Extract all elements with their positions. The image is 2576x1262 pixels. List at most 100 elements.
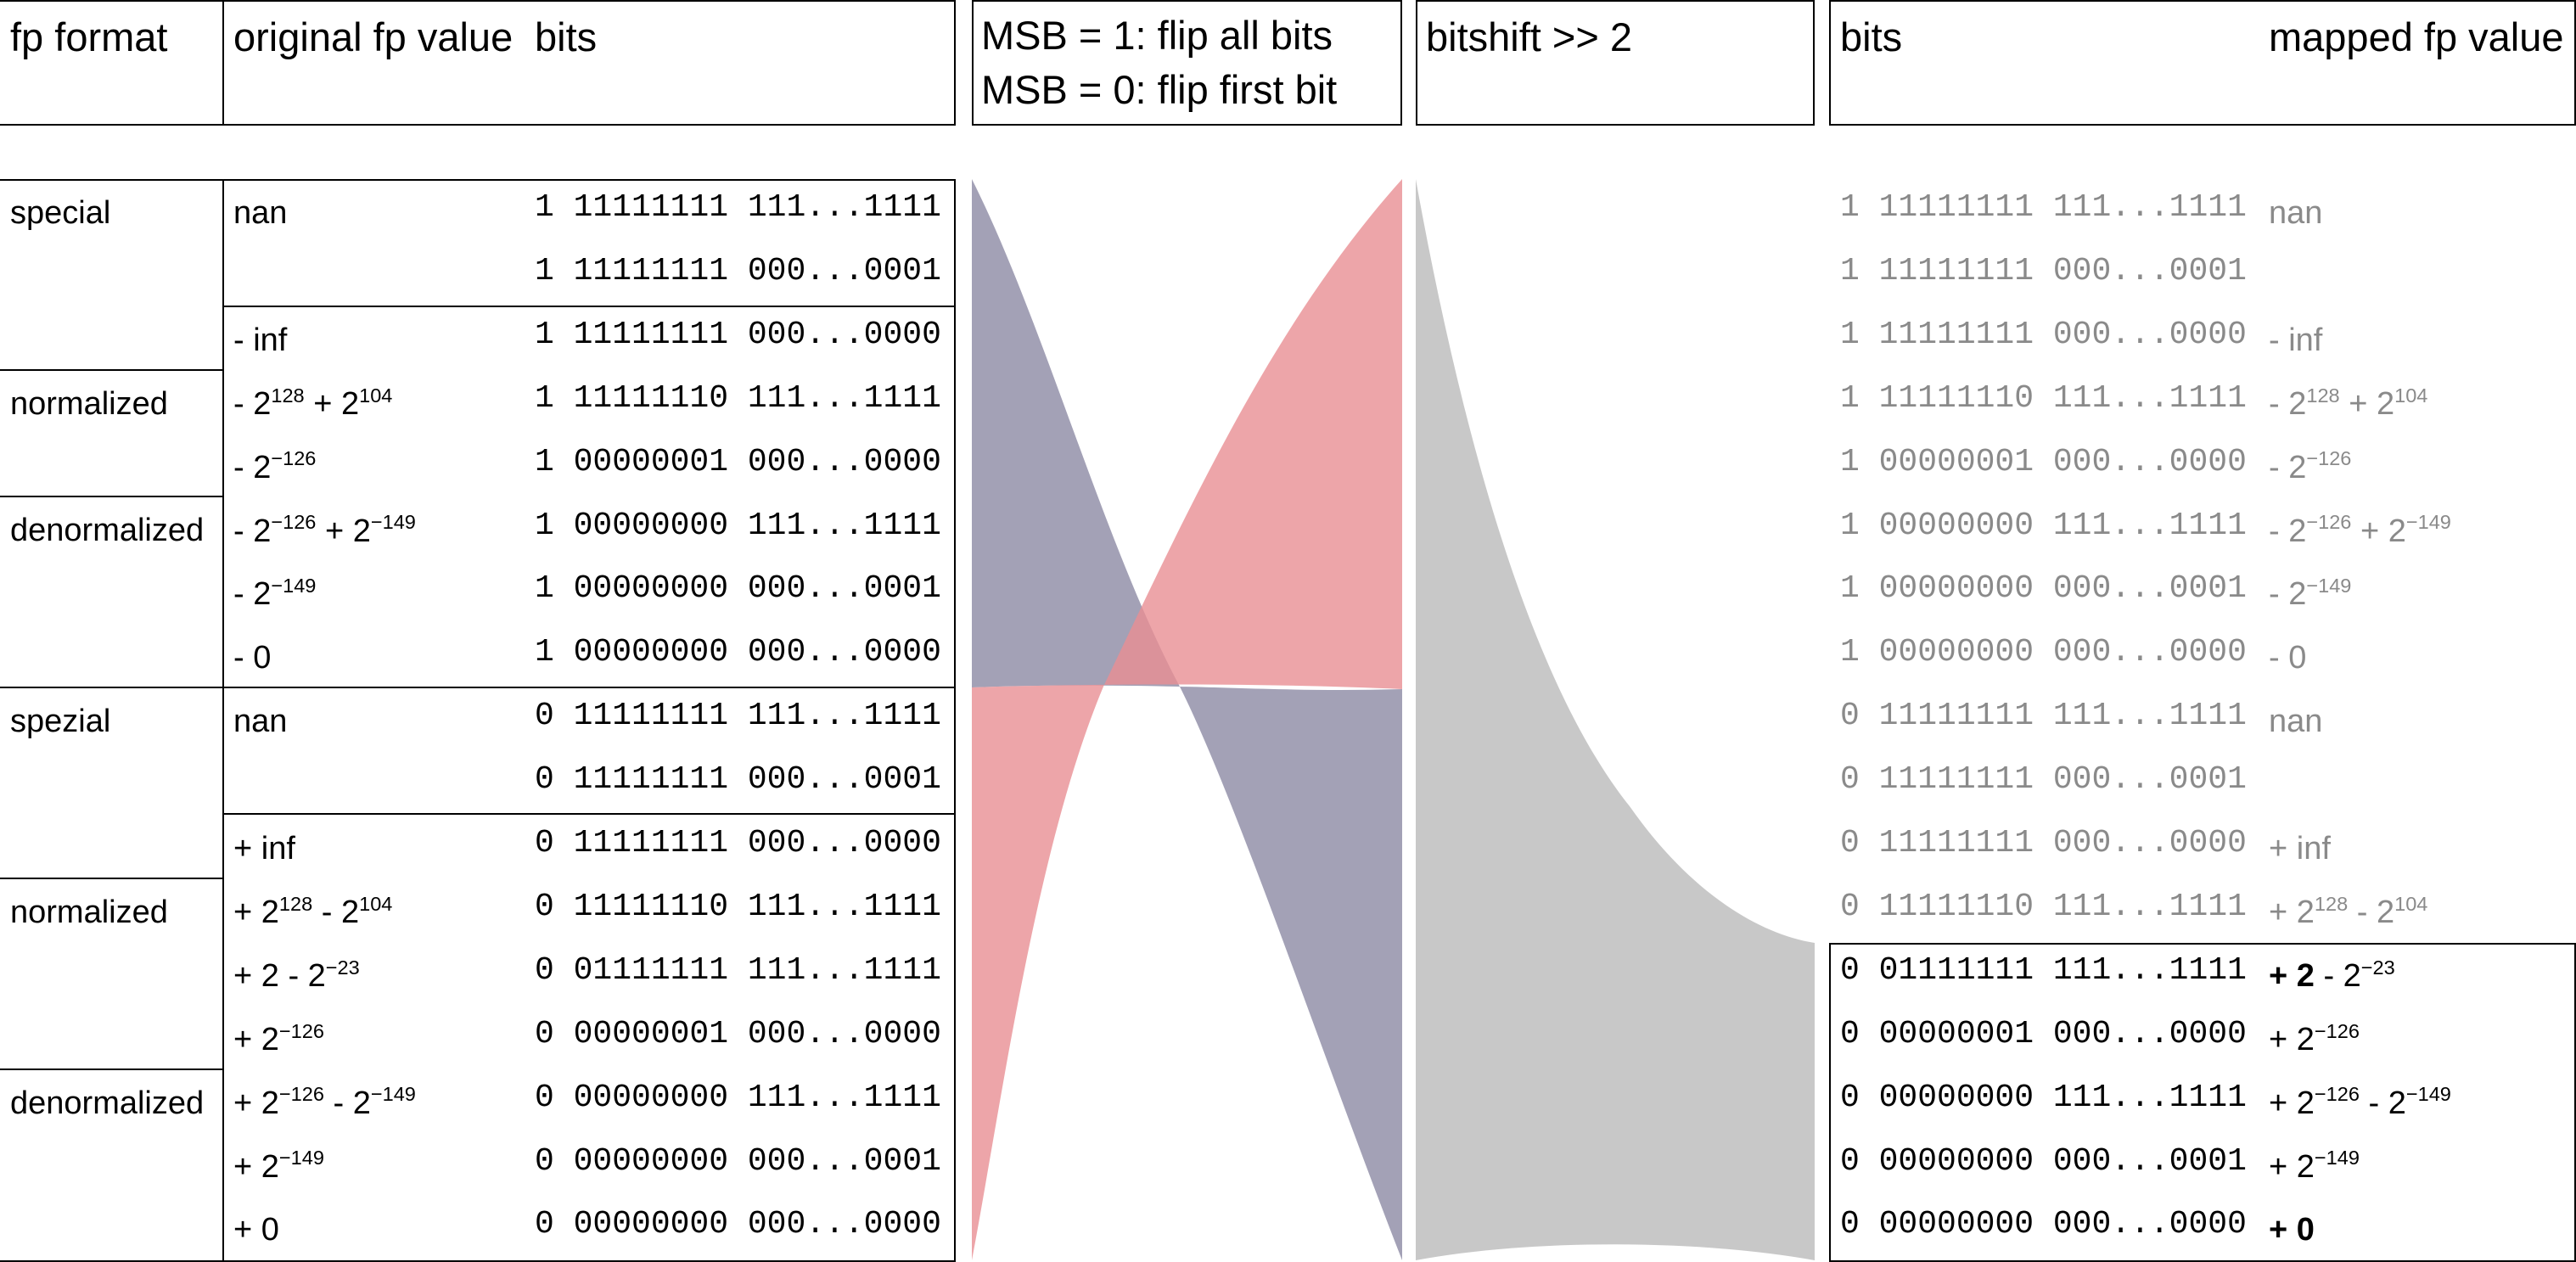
value-part: nan	[233, 195, 288, 231]
original-value: nan	[233, 705, 287, 738]
value-part: - 2	[2269, 576, 2307, 613]
ribbon-negative-flip-all	[972, 179, 1402, 1260]
original-bits: 1 00000000 111...1111	[535, 507, 941, 544]
value-exponent: 128	[271, 384, 305, 407]
mapped-value: + 2−126	[2269, 1021, 2360, 1056]
header-bitshift: bitshift >> 2	[1426, 14, 1632, 59]
value-exponent: −126	[2314, 1019, 2360, 1042]
value-exponent: 104	[359, 384, 393, 407]
header-box-original	[0, 0, 956, 126]
value-exponent: 128	[278, 892, 313, 915]
mapped-bits: 1 11111111 000...0000	[1840, 316, 2247, 353]
value-part: - 2	[2269, 385, 2307, 422]
value-part: + 2	[2269, 957, 2315, 994]
original-bits: 0 11111110 111...1111	[535, 888, 941, 925]
mapped-value: - inf	[2269, 324, 2322, 356]
format-label: normalized	[10, 386, 168, 422]
original-bits: 0 11111111 000...0001	[535, 761, 941, 799]
original-bits: 0 01111111 111...1111	[535, 951, 941, 989]
value-part: - 2	[2314, 957, 2361, 994]
value-exponent: −149	[2405, 511, 2451, 534]
format-divider	[0, 496, 223, 497]
header-box-bitshift	[1416, 0, 1815, 126]
value-exponent: −126	[2306, 511, 2352, 534]
value-exponent: −149	[370, 511, 416, 534]
value-part: + 2	[2351, 513, 2406, 549]
mapped-bits: 1 00000000 000...0000	[1840, 634, 2247, 671]
format-label: denormalized	[10, 513, 205, 548]
header-original-value: original fp value	[233, 14, 514, 59]
value-exponent: −126	[271, 447, 317, 470]
original-value: + 0	[233, 1214, 279, 1246]
original-value: - 2−126	[233, 449, 316, 484]
value-part: - 2	[2269, 449, 2307, 485]
value-divider	[222, 813, 956, 815]
value-exponent: 104	[2394, 892, 2428, 915]
value-part: - inf	[233, 322, 288, 358]
original-bits: 1 00000001 000...0000	[535, 443, 941, 480]
original-bits: 0 00000000 111...1111	[535, 1079, 941, 1116]
original-value: + 2−126 - 2−149	[233, 1085, 416, 1119]
mapped-bits: 0 11111110 111...1111	[1840, 888, 2247, 925]
original-bits: 0 11111111 000...0000	[535, 825, 941, 861]
original-bits: 1 11111111 000...0000	[535, 316, 941, 353]
value-exponent: −149	[2314, 1147, 2360, 1169]
original-value: nan	[233, 197, 287, 229]
value-exponent: −126	[2306, 447, 2352, 470]
value-part: + 2	[2269, 894, 2315, 930]
mapped-bits: 0 00000000 111...1111	[1840, 1079, 2247, 1116]
value-exponent: −23	[2360, 956, 2395, 979]
original-bits: 0 00000000 000...0000	[535, 1206, 941, 1243]
mapped-bits: 0 11111111 111...1111	[1840, 698, 2247, 735]
header-flip-line-1: MSB = 1: flip all bits	[981, 13, 1333, 58]
value-part: + 2	[316, 513, 371, 549]
original-value: - 2128 + 2104	[233, 385, 392, 422]
value-part: - 2	[2269, 513, 2307, 549]
mapped-value: nan	[2269, 197, 2322, 229]
mapped-bits: 0 00000001 000...0000	[1840, 1015, 2247, 1052]
original-value: - 0	[233, 642, 271, 674]
value-exponent: −149	[2405, 1083, 2451, 1106]
value-part: + 2	[233, 894, 279, 930]
original-bits: 0 00000001 000...0000	[535, 1015, 941, 1052]
value-part: - 2	[233, 513, 272, 549]
header-flip-line-2: MSB = 0: flip first bit	[981, 67, 1338, 112]
mapped-bits: 1 11111111 000...0001	[1840, 252, 2247, 289]
value-exponent: −149	[370, 1083, 416, 1106]
value-exponent: −149	[278, 1147, 324, 1169]
mapped-value: - 2−126	[2269, 449, 2351, 485]
mapped-value: + 2128 - 2104	[2269, 892, 2428, 930]
original-value: + 2−149	[233, 1148, 324, 1185]
value-part: + 2	[304, 385, 360, 422]
value-exponent: −126	[271, 511, 317, 534]
format-label: spezial	[10, 704, 111, 739]
value-part: + 2	[2269, 1085, 2315, 1121]
format-divider	[0, 687, 956, 688]
value-exponent: 128	[2314, 892, 2349, 915]
value-exponent: −126	[2314, 1083, 2360, 1106]
mapped-value: - 2−149	[2269, 575, 2351, 613]
original-value: + inf	[233, 833, 295, 865]
value-part: + 2	[233, 1021, 279, 1057]
mapped-bits: 1 00000000 000...0001	[1840, 570, 2247, 608]
mapped-value: - 2128 + 2104	[2269, 385, 2427, 422]
value-part: - 2	[233, 576, 272, 613]
value-part: nan	[2269, 195, 2323, 231]
mapped-value: + 2−126 - 2−149	[2269, 1085, 2451, 1121]
header-bits-right: bits	[1840, 14, 1903, 59]
value-exponent: 104	[2394, 384, 2428, 407]
mapped-value: + 2−149	[2269, 1148, 2360, 1185]
mapped-bits: 1 00000001 000...0000	[1840, 443, 2247, 480]
mapped-bits: 0 01111111 111...1111	[1840, 951, 2247, 989]
value-part: + 2	[2269, 1148, 2315, 1185]
format-divider	[0, 369, 223, 371]
value-part: + 0	[233, 1212, 279, 1248]
value-part: + inf	[2269, 831, 2331, 867]
table-column-divider	[222, 179, 224, 1262]
header-box-mapped	[1829, 0, 2576, 126]
mapped-bits: 0 00000000 000...0001	[1840, 1142, 2247, 1180]
value-exponent: −23	[325, 956, 360, 979]
value-part: + 2	[233, 1148, 279, 1185]
value-part: - 2	[312, 894, 360, 930]
